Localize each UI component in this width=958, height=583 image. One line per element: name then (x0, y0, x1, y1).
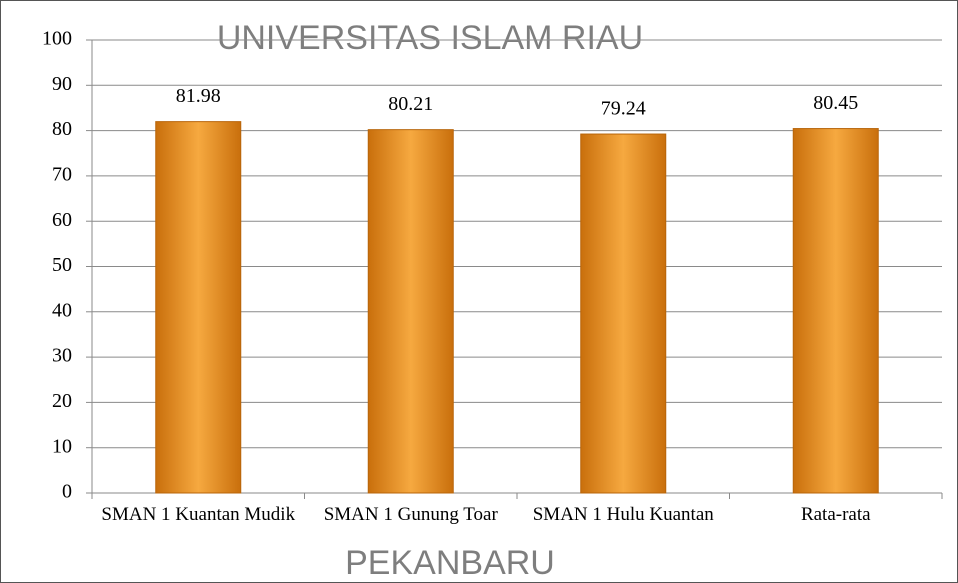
x-tick-label: SMAN 1 Gunung Toar (323, 504, 498, 525)
x-tick-label: Rata-rata (800, 504, 871, 525)
y-tick-label: 60 (52, 209, 72, 231)
watermark: PEKANBARU (345, 544, 555, 582)
y-tick-label: 40 (52, 299, 72, 321)
value-label: 80.45 (813, 92, 858, 114)
bar (155, 121, 242, 494)
y-tick-label: 10 (52, 435, 72, 457)
y-tick-label: 100 (42, 28, 72, 50)
bar (580, 133, 667, 494)
bar (792, 128, 879, 494)
y-tick-label: 80 (52, 118, 72, 140)
y-tick-label: 20 (52, 390, 72, 412)
y-tick-label: 0 (62, 481, 72, 503)
x-tick-label: SMAN 1 Hulu Kuantan (532, 504, 714, 525)
value-label: 79.24 (601, 98, 646, 120)
value-label: 81.98 (176, 85, 221, 107)
x-tick-label: SMAN 1 Kuantan Mudik (101, 504, 296, 525)
y-tick-label: 70 (52, 163, 72, 185)
y-tick-label: 50 (52, 254, 72, 276)
value-label: 80.21 (388, 93, 433, 115)
watermark: UNIVERSITAS ISLAM RIAU (217, 19, 643, 57)
y-tick-label: 30 (52, 345, 72, 367)
bar (367, 129, 454, 494)
y-tick-label: 90 (52, 73, 72, 95)
